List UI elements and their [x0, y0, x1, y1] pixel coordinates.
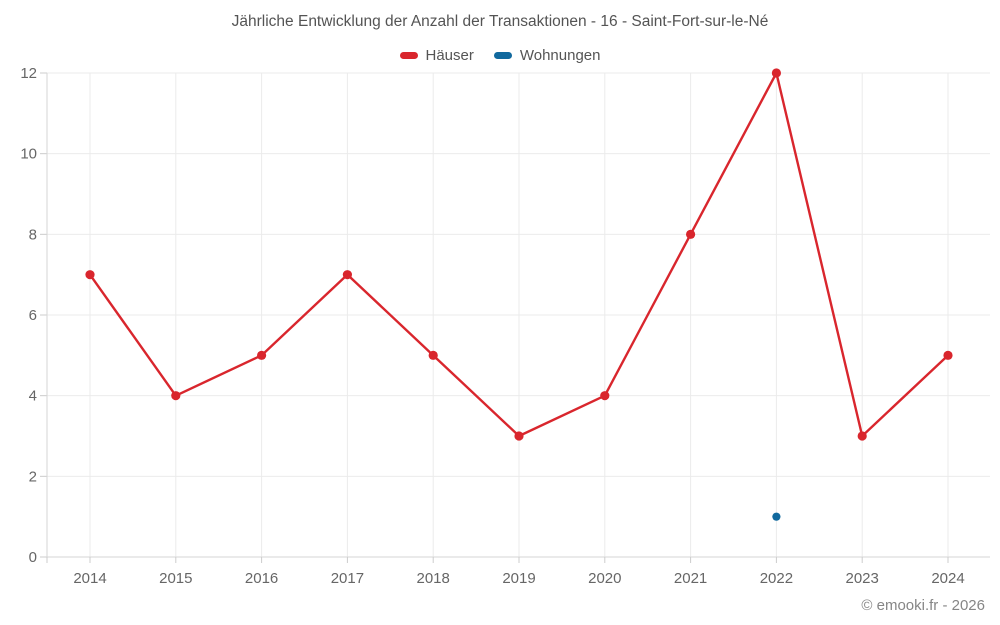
y-axis-tick-label: 0 [29, 549, 37, 566]
data-point-wohnungen[interactable] [772, 512, 781, 521]
y-axis-tick-label: 4 [29, 388, 37, 405]
data-point-häuser[interactable] [171, 391, 181, 401]
x-axis-tick-label: 2015 [159, 570, 192, 587]
y-axis-tick-label: 8 [29, 226, 37, 243]
data-point-häuser[interactable] [257, 350, 267, 360]
x-axis-tick-label: 2019 [502, 570, 535, 587]
data-point-häuser[interactable] [600, 391, 610, 401]
legend-item-wohnungen[interactable]: Wohnungen [493, 47, 601, 64]
y-axis-tick-label: 12 [20, 65, 37, 82]
x-axis-tick-label: 2023 [846, 570, 879, 587]
x-axis-tick-label: 2014 [73, 570, 106, 587]
x-axis-tick-label: 2022 [760, 570, 793, 587]
legend-label-haeuser: Häuser [425, 47, 474, 64]
data-point-häuser[interactable] [686, 229, 696, 239]
x-axis-tick-label: 2017 [331, 570, 364, 587]
data-point-häuser[interactable] [514, 431, 524, 441]
x-axis-tick-label: 2021 [674, 570, 707, 587]
chart-legend: Häuser Wohnungen [0, 47, 1000, 64]
y-axis-tick-label: 10 [20, 146, 37, 163]
footer-credit: © emooki.fr - 2026 [861, 597, 985, 614]
x-axis-tick-label: 2018 [417, 570, 450, 587]
legend-label-wohnungen: Wohnungen [519, 47, 601, 64]
x-axis-tick-label: 2024 [931, 570, 964, 587]
data-point-häuser[interactable] [943, 350, 953, 360]
y-axis-tick-label: 2 [29, 468, 37, 485]
data-point-häuser[interactable] [342, 270, 352, 280]
legend-item-haeuser[interactable]: Häuser [399, 47, 474, 64]
chart-title: Jährliche Entwicklung der Anzahl der Tra… [231, 13, 769, 30]
data-point-häuser[interactable] [85, 270, 95, 280]
legend-swatch-wohnungen-icon [493, 52, 512, 59]
y-axis-tick-label: 6 [29, 307, 37, 324]
data-point-häuser[interactable] [428, 350, 438, 360]
legend-swatch-haeuser-icon [399, 52, 418, 59]
x-axis-tick-label: 2016 [245, 570, 278, 587]
data-point-häuser[interactable] [771, 68, 782, 78]
data-point-häuser[interactable] [857, 431, 867, 441]
x-axis-tick-label: 2020 [588, 570, 621, 587]
